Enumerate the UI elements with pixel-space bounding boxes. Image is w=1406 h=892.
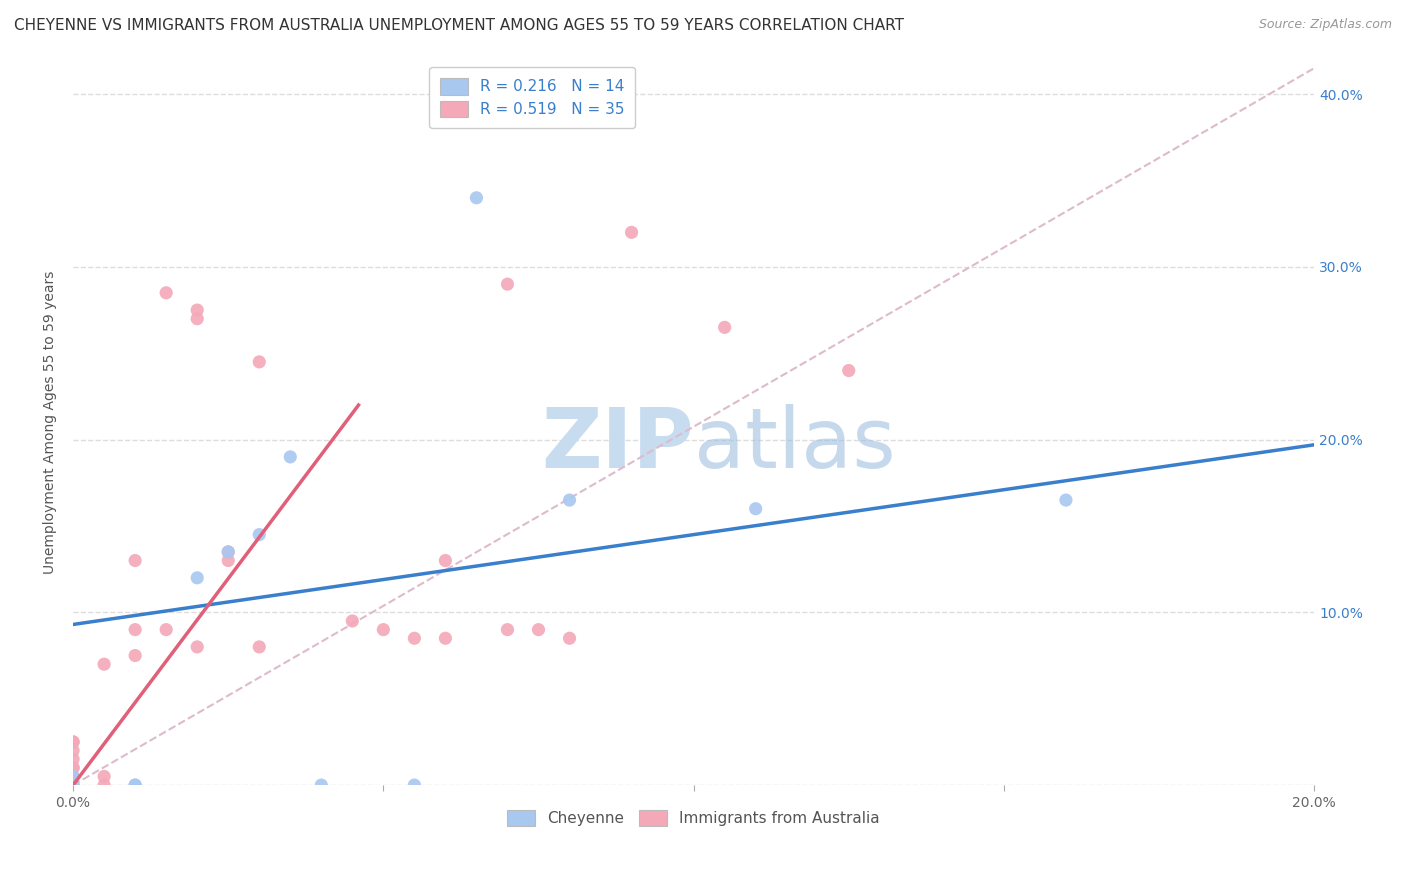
Point — [247, 355, 270, 369]
Point — [93, 778, 115, 792]
Point — [278, 450, 301, 464]
Point — [217, 553, 239, 567]
Point — [93, 657, 115, 672]
Point — [155, 285, 177, 300]
Point — [404, 632, 426, 646]
Point — [124, 623, 146, 637]
Point — [62, 752, 84, 766]
Point — [62, 735, 84, 749]
Point — [62, 743, 84, 757]
Point — [465, 191, 488, 205]
Point — [558, 632, 581, 646]
Point — [247, 640, 270, 654]
Point — [496, 277, 519, 292]
Point — [62, 761, 84, 775]
Point — [342, 614, 364, 628]
Point — [62, 778, 84, 792]
Point — [186, 640, 208, 654]
Point — [217, 545, 239, 559]
Point — [434, 553, 457, 567]
Y-axis label: Unemployment Among Ages 55 to 59 years: Unemployment Among Ages 55 to 59 years — [44, 270, 58, 574]
Legend: Cheyenne, Immigrants from Australia: Cheyenne, Immigrants from Australia — [498, 800, 889, 836]
Point — [404, 778, 426, 792]
Point — [434, 632, 457, 646]
Point — [62, 761, 84, 775]
Point — [744, 501, 766, 516]
Point — [373, 623, 395, 637]
Point — [247, 527, 270, 541]
Point — [311, 778, 333, 792]
Point — [496, 623, 519, 637]
Point — [62, 769, 84, 783]
Point — [124, 553, 146, 567]
Point — [124, 648, 146, 663]
Point — [124, 778, 146, 792]
Point — [838, 363, 860, 377]
Point — [62, 778, 84, 792]
Point — [62, 735, 84, 749]
Point — [713, 320, 735, 334]
Point — [186, 311, 208, 326]
Point — [217, 545, 239, 559]
Text: ZIP: ZIP — [541, 403, 693, 484]
Point — [186, 571, 208, 585]
Point — [155, 623, 177, 637]
Point — [558, 493, 581, 508]
Text: atlas: atlas — [693, 403, 896, 484]
Point — [527, 623, 550, 637]
Point — [124, 778, 146, 792]
Point — [1054, 493, 1077, 508]
Point — [93, 769, 115, 783]
Text: Source: ZipAtlas.com: Source: ZipAtlas.com — [1258, 18, 1392, 31]
Text: CHEYENNE VS IMMIGRANTS FROM AUSTRALIA UNEMPLOYMENT AMONG AGES 55 TO 59 YEARS COR: CHEYENNE VS IMMIGRANTS FROM AUSTRALIA UN… — [14, 18, 904, 33]
Point — [62, 769, 84, 783]
Point — [186, 303, 208, 318]
Point — [620, 225, 643, 239]
